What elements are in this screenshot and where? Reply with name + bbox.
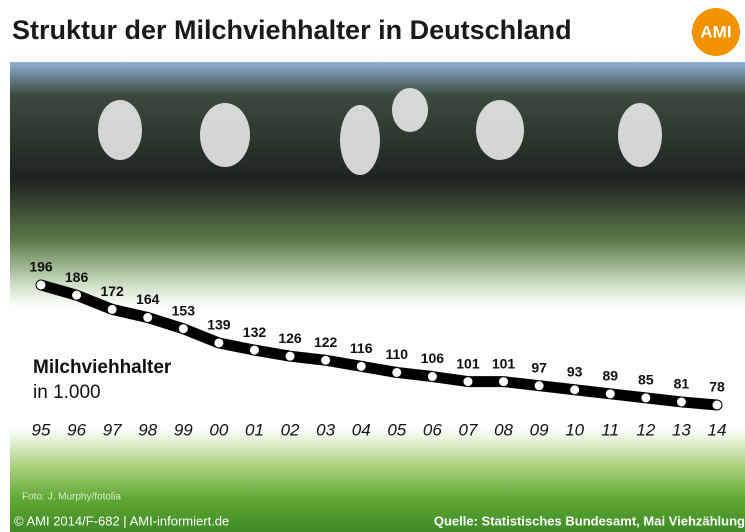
point bbox=[250, 346, 259, 355]
data-label: 85 bbox=[638, 372, 654, 388]
point bbox=[321, 356, 330, 365]
chart-title: Struktur der Milchviehhalter in Deutschl… bbox=[12, 15, 572, 45]
logo: AMI bbox=[700, 22, 731, 41]
footer-right: Quelle: Statistisches Bundesamt, Mai Vie… bbox=[434, 513, 745, 528]
point bbox=[214, 338, 223, 347]
data-label: 93 bbox=[567, 363, 583, 379]
data-label: 89 bbox=[602, 368, 618, 384]
x-tick-label: 12 bbox=[636, 420, 655, 439]
photo-credit: Foto: J. Murphy/fotolia bbox=[22, 492, 121, 503]
x-tick-label: 09 bbox=[530, 420, 549, 439]
unit-label: in 1.000 bbox=[33, 382, 101, 403]
data-label: 106 bbox=[421, 350, 445, 366]
data-label: 139 bbox=[207, 317, 231, 333]
point bbox=[641, 393, 650, 402]
point bbox=[499, 377, 508, 386]
data-label: 101 bbox=[492, 355, 516, 371]
x-tick-label: 03 bbox=[316, 420, 335, 439]
point bbox=[357, 362, 366, 371]
point bbox=[392, 368, 401, 377]
x-tick-label: 11 bbox=[601, 420, 619, 439]
x-tick-label: 02 bbox=[281, 420, 300, 439]
data-label: 110 bbox=[385, 346, 408, 362]
x-tick-label: 13 bbox=[672, 420, 691, 439]
x-tick-label: 97 bbox=[103, 420, 122, 439]
point bbox=[143, 313, 152, 322]
point bbox=[37, 281, 46, 290]
point bbox=[535, 381, 544, 390]
point bbox=[428, 372, 437, 381]
data-label: 172 bbox=[100, 283, 124, 299]
x-tick-label: 95 bbox=[32, 420, 51, 439]
x-tick-label: 08 bbox=[494, 420, 513, 439]
point bbox=[606, 389, 615, 398]
x-tick-label: 99 bbox=[174, 420, 193, 439]
x-tick-label: 10 bbox=[565, 420, 584, 439]
data-label: 196 bbox=[29, 259, 53, 275]
data-label: 81 bbox=[674, 376, 690, 392]
data-label: 153 bbox=[172, 302, 196, 318]
data-label: 78 bbox=[709, 379, 725, 395]
point bbox=[713, 401, 722, 410]
x-tick-label: 06 bbox=[423, 420, 442, 439]
point bbox=[108, 305, 117, 314]
chart: Struktur der Milchviehhalter in Deutschl… bbox=[0, 0, 745, 532]
data-label: 186 bbox=[65, 269, 89, 285]
point bbox=[179, 324, 188, 333]
x-tick-label: 05 bbox=[387, 420, 406, 439]
data-label: 132 bbox=[243, 324, 267, 340]
point bbox=[570, 385, 579, 394]
point bbox=[72, 291, 81, 300]
point bbox=[463, 377, 472, 386]
point bbox=[286, 352, 295, 361]
x-tick-label: 01 bbox=[245, 420, 264, 439]
data-label: 101 bbox=[456, 355, 480, 371]
x-tick-label: 00 bbox=[209, 420, 228, 439]
x-tick-label: 14 bbox=[708, 420, 727, 439]
series-label: Milchviehhalter bbox=[33, 357, 172, 378]
data-label: 122 bbox=[314, 334, 338, 350]
x-tick-label: 07 bbox=[458, 420, 477, 439]
x-tick-label: 96 bbox=[67, 420, 86, 439]
data-label: 126 bbox=[278, 330, 302, 346]
data-label: 116 bbox=[350, 340, 373, 356]
data-label: 164 bbox=[136, 291, 160, 307]
x-tick-label: 04 bbox=[352, 420, 371, 439]
point bbox=[677, 397, 686, 406]
x-tick-label: 98 bbox=[138, 420, 157, 439]
footer-left: © AMI 2014/F-682 | AMI-informiert.de bbox=[14, 513, 229, 528]
data-label: 97 bbox=[531, 359, 547, 375]
